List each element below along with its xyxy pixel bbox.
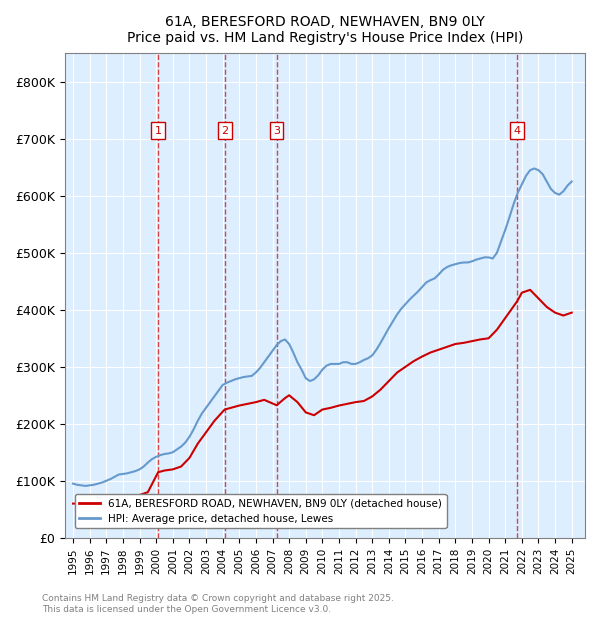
Text: 3: 3 (273, 126, 280, 136)
Text: 1: 1 (155, 126, 161, 136)
Text: Contains HM Land Registry data © Crown copyright and database right 2025.
This d: Contains HM Land Registry data © Crown c… (42, 595, 394, 614)
Title: 61A, BERESFORD ROAD, NEWHAVEN, BN9 0LY
Price paid vs. HM Land Registry's House P: 61A, BERESFORD ROAD, NEWHAVEN, BN9 0LY P… (127, 15, 523, 45)
Legend: 61A, BERESFORD ROAD, NEWHAVEN, BN9 0LY (detached house), HPI: Average price, det: 61A, BERESFORD ROAD, NEWHAVEN, BN9 0LY (… (75, 494, 446, 528)
Text: 2: 2 (221, 126, 228, 136)
Text: 4: 4 (514, 126, 521, 136)
